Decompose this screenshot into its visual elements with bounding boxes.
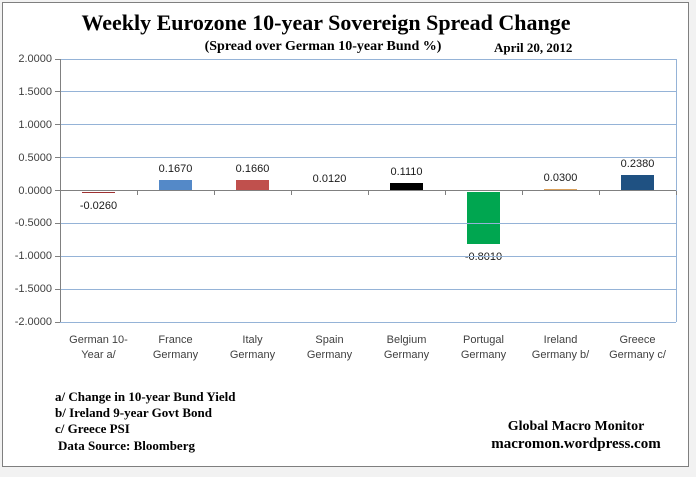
category-label: Portugal Germany xyxy=(445,333,522,363)
branding-name: Global Macro Monitor xyxy=(507,419,645,434)
category-axis-tick xyxy=(598,190,600,195)
y-tick-label: -2.0000 xyxy=(14,316,52,328)
category-label-line: Year a/ xyxy=(81,349,116,361)
bar-value-label: 0.0300 xyxy=(543,171,578,184)
category-label: Belgium Germany xyxy=(368,333,445,363)
bar-value-label: 0.1660 xyxy=(235,162,270,175)
category-label: Ireland Germany b/ xyxy=(522,333,599,363)
category-axis-tick xyxy=(367,190,369,195)
category-label-line: Belgium xyxy=(386,334,427,346)
gridline xyxy=(60,321,676,323)
category-label: Spain Germany xyxy=(291,333,368,363)
category-axis-tick xyxy=(290,190,292,195)
y-tick-label: -0.5000 xyxy=(14,217,52,230)
gridline xyxy=(60,222,676,224)
y-axis-tick xyxy=(55,91,60,93)
plot-right-border xyxy=(676,59,677,322)
y-tick-label: 0.5000 xyxy=(18,151,52,164)
category-axis-tick xyxy=(521,190,523,195)
y-axis-line xyxy=(60,59,61,322)
category-label: German 10- Year a/ xyxy=(60,333,137,363)
footnote-c: c/ Greece PSI xyxy=(55,421,130,436)
category-label-line: France xyxy=(158,334,193,346)
chart-subtitle: (Spread over German 10-year Bund %) xyxy=(204,39,442,54)
bar-portugal-germany xyxy=(467,191,500,245)
category-label-line: Germany xyxy=(383,349,430,361)
bar-value-label: 0.2380 xyxy=(620,157,655,170)
category-label-line: Spain xyxy=(315,334,344,346)
category-label: Greece Germany c/ xyxy=(599,333,676,363)
y-tick-label: -1.5000 xyxy=(14,283,52,296)
y-tick-label: -1.0000 xyxy=(14,250,52,263)
gridline xyxy=(60,288,676,290)
y-axis-tick xyxy=(55,124,60,126)
category-axis-tick xyxy=(675,190,677,195)
footnote-a: a/ Change in 10-year Bund Yield xyxy=(55,389,236,404)
y-axis-tick xyxy=(55,157,60,159)
bar-greece-germany-c- xyxy=(621,174,654,191)
branding: Global Macro Monitor macromon.wordpress.… xyxy=(470,418,682,453)
category-label-line: Germany xyxy=(306,349,353,361)
category-label-line: Germany xyxy=(152,349,199,361)
gridline xyxy=(60,157,676,159)
y-axis-tick xyxy=(55,222,60,224)
data-source: Data Source: Bloomberg xyxy=(58,438,195,453)
y-axis-tick xyxy=(55,255,60,257)
gridline xyxy=(60,255,676,257)
bar-belgium-germany xyxy=(390,183,423,191)
category-label: France Germany xyxy=(137,333,214,363)
category-label-line: German 10- xyxy=(69,334,128,346)
category-axis-tick xyxy=(136,190,138,195)
category-label-line: Ireland xyxy=(543,334,578,346)
footnote-b: b/ Ireland 9-year Govt Bond xyxy=(55,405,212,420)
footnotes: a/ Change in 10-year Bund Yield b/ Irela… xyxy=(55,389,235,437)
chart-border xyxy=(2,2,689,467)
category-label-line: Italy xyxy=(242,334,263,346)
chart-date: April 20, 2012 xyxy=(494,40,573,55)
bar-value-label: -0.0260 xyxy=(79,200,118,213)
chart-title: Weekly Eurozone 10-year Sovereign Spread… xyxy=(81,10,571,35)
bar-france-germany xyxy=(159,179,192,191)
gridline xyxy=(60,124,676,126)
category-label-line: Germany xyxy=(460,349,507,361)
category-axis-tick xyxy=(59,190,61,195)
bar-german-10-year-a- xyxy=(82,191,115,194)
y-axis-tick xyxy=(55,190,60,191)
y-tick-label: 1.0000 xyxy=(18,118,52,131)
category-label: Italy Germany xyxy=(214,333,291,363)
bar-value-label: 0.1110 xyxy=(390,166,423,179)
bar-value-label: 0.0120 xyxy=(312,172,347,185)
gridline xyxy=(60,91,676,93)
y-tick-label: 1.5000 xyxy=(18,85,52,98)
category-label-line: Portugal xyxy=(463,334,504,346)
y-axis-tick xyxy=(55,321,60,323)
y-axis-tick xyxy=(55,58,60,60)
category-axis-tick xyxy=(213,190,215,195)
branding-url: macromon.wordpress.com xyxy=(491,436,661,452)
y-tick-label: 2.0000 xyxy=(18,53,52,65)
bar-ireland-germany-b- xyxy=(544,188,577,191)
bar-value-label: 0.1670 xyxy=(158,162,193,175)
bar-italy-germany xyxy=(236,179,269,191)
y-axis-tick xyxy=(55,288,60,290)
category-label-line: Germany xyxy=(229,349,276,361)
category-label-line: Germany b/ xyxy=(531,349,590,361)
category-axis-tick xyxy=(444,190,446,195)
y-tick-label: 0.0000 xyxy=(18,184,52,197)
gridline xyxy=(60,58,676,60)
category-label-line: Greece xyxy=(619,334,656,346)
bar-value-label: -0.8010 xyxy=(464,251,503,264)
category-label-line: Germany c/ xyxy=(609,349,666,361)
